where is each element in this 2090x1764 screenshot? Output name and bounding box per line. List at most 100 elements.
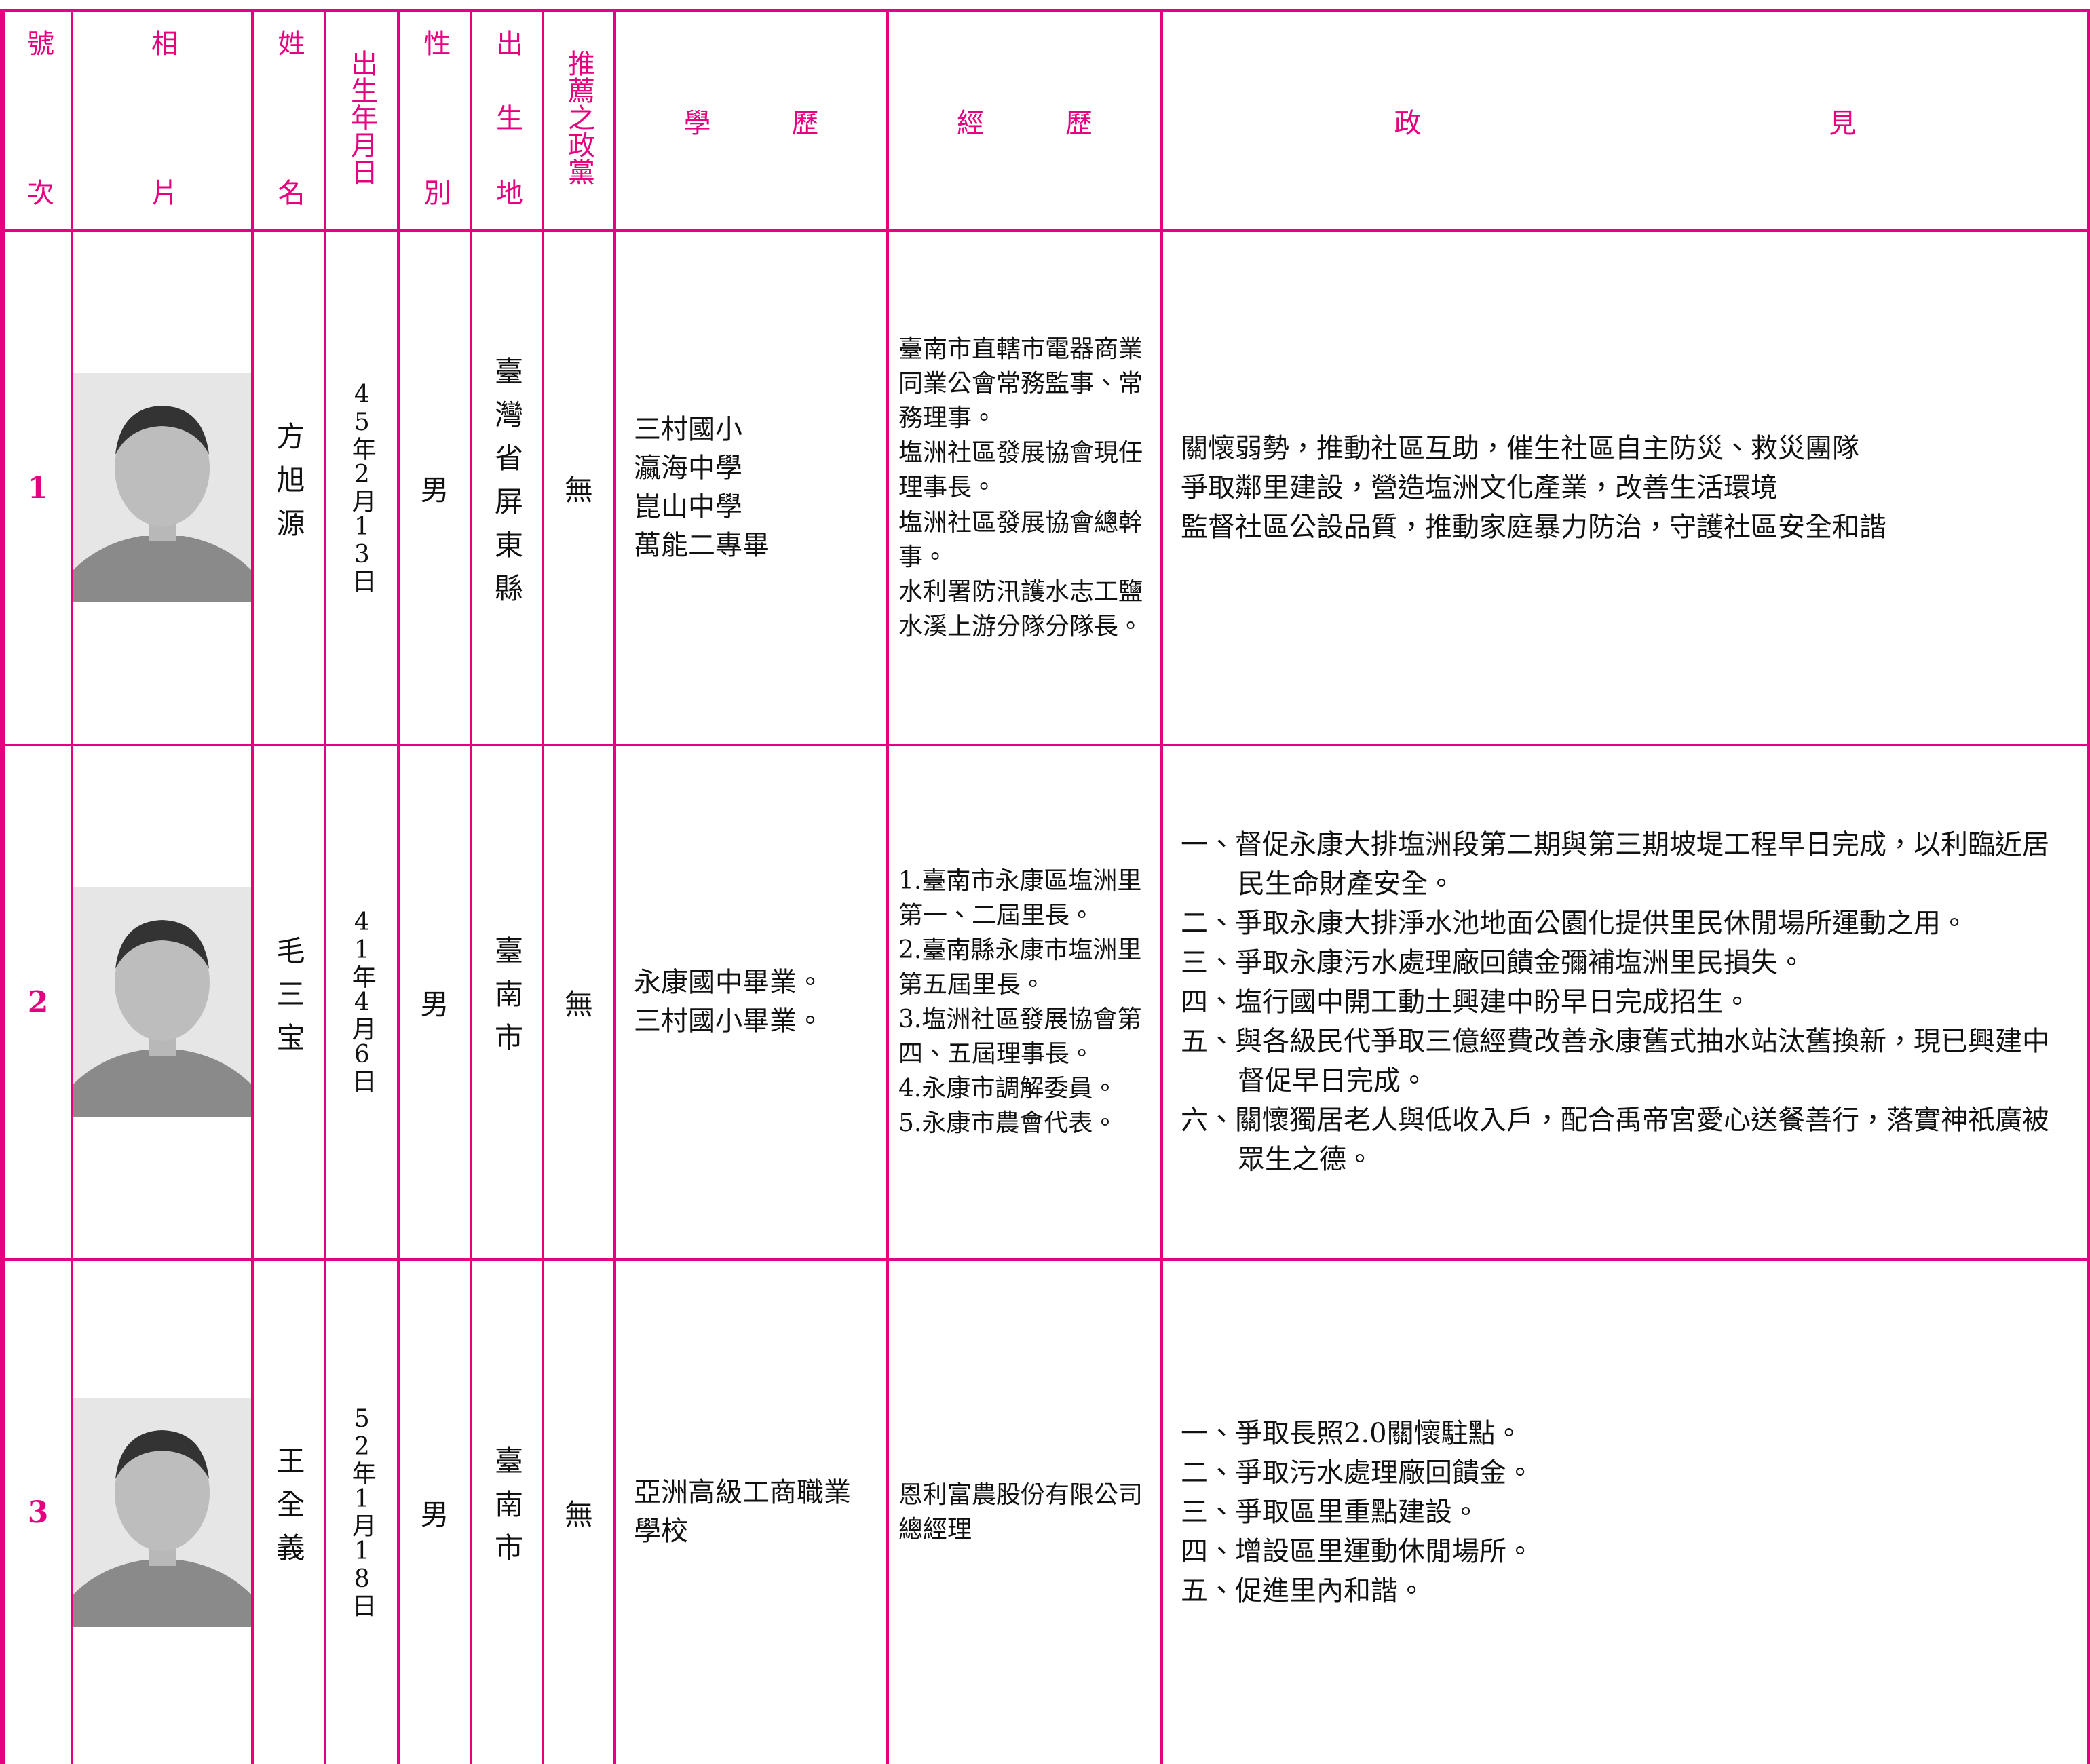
table-body: 1 方旭源 45年2月13日男臺灣省屏東縣無三村國小 瀛海中學 崑山中學 萬能二專畢 臺南市… xyxy=(0,229,2090,1764)
cell: 3 xyxy=(0,1258,73,1764)
cell: 男 xyxy=(397,229,472,746)
cell: 方旭源 xyxy=(251,229,326,746)
experience-item: 4.永康市調解委員。 xyxy=(898,1075,1118,1103)
sheet: 號次相片姓名 出生年月日 性別 出生地 推薦之政黨 學歷 經歷 政見 1 方旭源 45年2月13日… xyxy=(0,9,2090,1764)
platform-item: 監督社區公設品質，推動家庭暴力防治，守護社區安全和諧 xyxy=(1181,512,1886,543)
platform-item: 六、關懷獨居老人與低收入戶，配合禹帝宮愛心送餐善行，落實神祇廣被眾生之德。 xyxy=(1181,1105,2049,1175)
column-header: 推薦之政黨 xyxy=(542,9,616,232)
platform-item: 三、爭取永康污水處理廠回饋金彌補塩洲里民損失。 xyxy=(1181,947,1805,978)
candidate-name: 毛三宝 xyxy=(272,936,305,1066)
cell xyxy=(71,229,254,746)
education-item: 萬能二專畢 xyxy=(634,529,770,561)
platform-item: 爭取鄰里建設，營造塩洲文化產業，改善生活環境 xyxy=(1181,472,1778,503)
cell: 一、爭取長照2.0關懷駐點。 二、爭取污水處理廠回饋金。 三、爭取區里重點建設。四、… xyxy=(1160,1258,2090,1764)
gender: 男 xyxy=(420,473,449,507)
cell xyxy=(71,1258,254,1764)
column-header: 性別 xyxy=(397,9,472,232)
header-label: 政見 xyxy=(1394,108,1857,139)
column-header: 政見 xyxy=(1160,9,2090,232)
column-header: 姓名 xyxy=(251,9,326,232)
candidate-photo xyxy=(73,887,251,1117)
party: 無 xyxy=(564,1497,593,1531)
cell: 三村國小 瀛海中學 崑山中學 萬能二專畢 xyxy=(613,229,889,746)
header-label: 號次 xyxy=(22,29,54,206)
education-item: 三村國小畢業。 xyxy=(634,1005,824,1037)
platform-item: 五、與各級民代爭取三億經費改善永康舊式抽水站汰舊換新，現已興建中督促早日完成。 xyxy=(1181,1026,2049,1096)
experience-item: 塩洲社區發展協會總幹事。 xyxy=(898,508,1143,571)
experience-item: 水利署防汛護水志工鹽水溪上游分隊分隊長。 xyxy=(898,577,1143,640)
birth-date: 52年1月18日 xyxy=(347,1404,376,1617)
platform-item: 四、塩行國中開工動土興建中盼早日完成招生。 xyxy=(1181,986,1751,1018)
column-header: 號次 xyxy=(0,9,73,232)
candidate-photo xyxy=(73,373,251,602)
party: 無 xyxy=(564,473,593,507)
column-header: 經歷 xyxy=(886,9,1163,232)
platform-item: 一、爭取長照2.0關懷駐點。 xyxy=(1181,1418,1523,1449)
cell: 2 xyxy=(0,744,73,1261)
experience-item: 5.永康市農會代表。 xyxy=(898,1109,1118,1138)
experience-item: 3.塩洲社區發展協會第四、五屆理事長。 xyxy=(898,1005,1142,1069)
header-label: 經歷 xyxy=(957,108,1092,139)
platform-item: 二、爭取污水處理廠回饋金。 xyxy=(1181,1457,1534,1489)
party: 無 xyxy=(564,987,593,1021)
header-label: 出生年月日 xyxy=(346,50,377,185)
header-label: 相片 xyxy=(147,29,178,206)
experience-item: 塩洲社區發展協會現任理事長。 xyxy=(898,439,1143,502)
cell xyxy=(71,744,254,1261)
cell: 52年1月18日 xyxy=(324,1258,400,1764)
candidate-name: 方旭源 xyxy=(272,421,305,552)
cell: 毛三宝 xyxy=(251,744,326,1261)
cell: 無 xyxy=(542,1258,616,1764)
education-item: 崑山中學 xyxy=(634,491,742,522)
experience-item: 臺南市直轄市電器商業同業公會常務監事、常務理事。 xyxy=(898,335,1143,433)
cell: 亞洲高級工商職業學校 xyxy=(613,1258,889,1764)
cell: 王全義 xyxy=(251,1258,326,1764)
header-label: 學歷 xyxy=(683,108,819,139)
header-label: 推薦之政黨 xyxy=(563,50,594,185)
birthplace: 臺灣省屏東縣 xyxy=(490,356,524,617)
cell: 臺南市 xyxy=(470,744,544,1261)
cell: 1.臺南市永康區塩洲里第一、二屆里長。 2.臺南縣永康市塩洲里第五屆里長。 3.塩洲… xyxy=(886,744,1163,1261)
header-label: 出生地 xyxy=(491,29,522,206)
cell: 關懷弱勢，推動社區互助，催生社區自主防災、救災團隊 爭取鄰里建設，營造塩洲文化產業… xyxy=(1160,229,2090,746)
column-header: 出生地 xyxy=(470,9,544,232)
column-header: 相片 xyxy=(71,9,254,232)
education-item: 亞洲高級工商職業學校 xyxy=(634,1477,851,1547)
cell: 無 xyxy=(542,229,616,746)
candidate-number: 2 xyxy=(27,984,49,1020)
platform-item: 五、促進里內和諧。 xyxy=(1181,1575,1425,1607)
platform-item: 一、督促永康大排塩洲段第二期與第三期坡堤工程早日完成，以利臨近居民生命財產安全。 xyxy=(1181,829,2049,900)
cell: 臺南市 xyxy=(470,1258,544,1764)
cell: 臺灣省屏東縣 xyxy=(470,229,544,746)
candidate-number: 1 xyxy=(27,470,49,505)
platform-item: 二、爭取永康大排淨水池地面公園化提供里民休閒場所運動之用。 xyxy=(1181,908,1968,939)
cell: 臺南市直轄市電器商業同業公會常務監事、常務理事。 塩洲社區發展協會現任理事長。 塩洲… xyxy=(886,229,1163,746)
candidate-name: 王全義 xyxy=(272,1446,305,1576)
education-item: 三村國小 xyxy=(634,414,742,446)
birth-date: 41年4月6日 xyxy=(347,908,376,1093)
cell: 無 xyxy=(542,744,616,1261)
gender: 男 xyxy=(420,987,449,1021)
platform-item: 關懷弱勢，推動社區互助，催生社區自主防災、救災團隊 xyxy=(1181,433,1859,464)
header-label: 性別 xyxy=(419,29,451,206)
gender: 男 xyxy=(420,1497,449,1531)
column-header: 出生年月日 xyxy=(324,9,400,232)
candidate-table: 號次相片姓名 出生年月日 性別 出生地 推薦之政黨 學歷 經歷 政見 1 方旭源 45年2月13日… xyxy=(0,9,2090,1764)
birthplace: 臺南市 xyxy=(490,936,524,1066)
cell: 1 xyxy=(0,229,73,746)
candidate-row: 2 毛三宝 41年4月6日男臺南市無永康國中畢業。 三村國小畢業。 1.臺南市永康區塩洲… xyxy=(0,744,2090,1261)
platform-item: 三、爭取區里重點建設。 xyxy=(1181,1497,1479,1528)
header-row: 號次相片姓名 出生年月日 性別 出生地 推薦之政黨 學歷 經歷 政見 xyxy=(0,9,2090,232)
cell: 恩利富農股份有限公司總經理 xyxy=(886,1258,1163,1764)
candidate-photo xyxy=(73,1398,251,1627)
header-label: 姓名 xyxy=(273,29,305,206)
candidate-number: 3 xyxy=(27,1495,49,1530)
cell: 45年2月13日 xyxy=(324,229,400,746)
platform-item: 四、增設區里運動休閒場所。 xyxy=(1181,1536,1534,1567)
cell: 男 xyxy=(397,1258,472,1764)
experience-item: 恩利富農股份有限公司總經理 xyxy=(898,1480,1143,1544)
candidate-row: 1 方旭源 45年2月13日男臺灣省屏東縣無三村國小 瀛海中學 崑山中學 萬能二專畢 臺南市… xyxy=(0,229,2090,746)
birthplace: 臺南市 xyxy=(490,1446,524,1576)
experience-item: 2.臺南縣永康市塩洲里第五屆里長。 xyxy=(898,936,1142,999)
